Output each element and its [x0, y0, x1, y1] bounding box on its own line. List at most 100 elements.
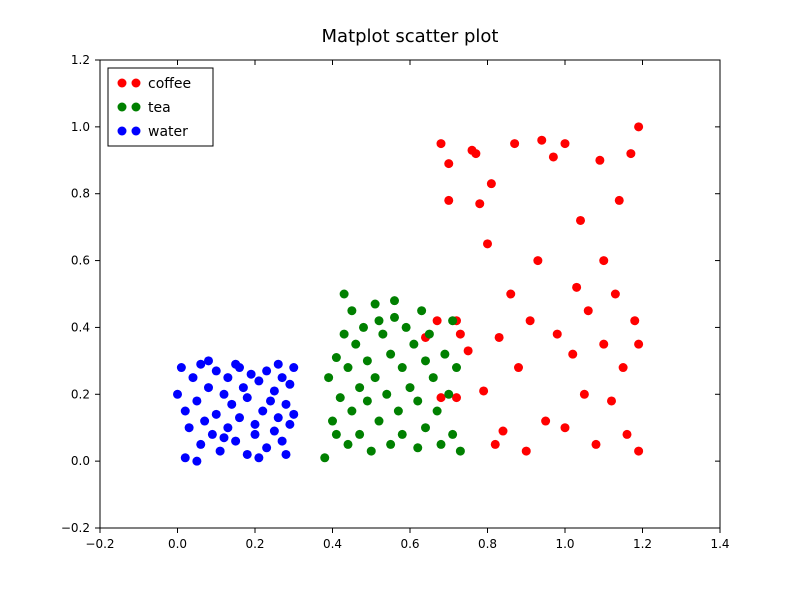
scatter-point-tea: [355, 383, 364, 392]
scatter-point-tea: [452, 363, 461, 372]
scatter-point-tea: [375, 316, 384, 325]
x-tick-label: 0.4: [323, 537, 342, 551]
scatter-point-water: [258, 407, 267, 416]
scatter-point-water: [266, 396, 275, 405]
scatter-point-tea: [371, 373, 380, 382]
scatter-point-coffee: [510, 139, 519, 148]
y-tick-label: 1.0: [71, 120, 90, 134]
scatter-point-water: [212, 410, 221, 419]
scatter-point-tea: [324, 373, 333, 382]
scatter-point-water: [181, 407, 190, 416]
scatter-point-water: [285, 420, 294, 429]
legend-marker-icon: [132, 127, 141, 136]
y-tick-label: 1.2: [71, 53, 90, 67]
scatter-point-water: [192, 457, 201, 466]
scatter-point-coffee: [619, 363, 628, 372]
scatter-point-water: [251, 420, 260, 429]
scatter-point-coffee: [479, 386, 488, 395]
x-tick-label: 0.8: [478, 537, 497, 551]
scatter-point-tea: [421, 423, 430, 432]
scatter-point-coffee: [491, 440, 500, 449]
x-tick-label: 1.0: [555, 537, 574, 551]
scatter-point-coffee: [595, 156, 604, 165]
scatter-point-coffee: [483, 239, 492, 248]
scatter-point-coffee: [611, 290, 620, 299]
scatter-point-water: [289, 363, 298, 372]
scatter-point-coffee: [437, 393, 446, 402]
legend-marker-icon: [118, 79, 127, 88]
scatter-point-tea: [347, 407, 356, 416]
scatter-point-coffee: [506, 290, 515, 299]
scatter-point-tea: [386, 350, 395, 359]
scatter-point-water: [262, 443, 271, 452]
scatter-point-coffee: [568, 350, 577, 359]
scatter-point-water: [270, 386, 279, 395]
scatter-point-water: [220, 390, 229, 399]
scatter-point-tea: [406, 383, 415, 392]
scatter-point-coffee: [592, 440, 601, 449]
scatter-point-tea: [421, 356, 430, 365]
scatter-point-water: [223, 423, 232, 432]
scatter-point-tea: [363, 396, 372, 405]
legend-label: coffee: [148, 76, 191, 92]
scatter-point-water: [204, 383, 213, 392]
scatter-point-water: [173, 390, 182, 399]
scatter-point-water: [204, 356, 213, 365]
y-tick-label: 0.6: [71, 254, 90, 268]
scatter-point-tea: [448, 430, 457, 439]
scatter-point-tea: [456, 447, 465, 456]
y-tick-label: 0.2: [71, 387, 90, 401]
scatter-point-tea: [367, 447, 376, 456]
scatter-point-tea: [371, 300, 380, 309]
scatter-point-water: [177, 363, 186, 372]
scatter-point-water: [274, 360, 283, 369]
scatter-point-tea: [347, 306, 356, 315]
scatter-point-coffee: [553, 330, 562, 339]
scatter-point-tea: [448, 316, 457, 325]
scatter-point-tea: [413, 396, 422, 405]
scatter-point-water: [235, 363, 244, 372]
scatter-point-water: [185, 423, 194, 432]
scatter-point-coffee: [599, 340, 608, 349]
scatter-point-water: [282, 450, 291, 459]
scatter-point-water: [181, 453, 190, 462]
scatter-point-tea: [378, 330, 387, 339]
scatter-point-water: [254, 453, 263, 462]
scatter-point-coffee: [514, 363, 523, 372]
scatter-point-tea: [351, 340, 360, 349]
scatter-point-coffee: [615, 196, 624, 205]
scatter-point-water: [192, 396, 201, 405]
scatter-point-coffee: [607, 396, 616, 405]
scatter-point-water: [247, 370, 256, 379]
scatter-point-coffee: [456, 330, 465, 339]
scatter-point-coffee: [471, 149, 480, 158]
scatter-point-coffee: [634, 122, 643, 131]
y-tick-label: 0.4: [71, 320, 90, 334]
x-tick-label: 0.2: [245, 537, 264, 551]
x-tick-label: 0.0: [168, 537, 187, 551]
scatter-point-tea: [332, 353, 341, 362]
x-tick-label: 0.6: [400, 537, 419, 551]
scatter-point-coffee: [464, 346, 473, 355]
scatter-plot: −0.20.00.20.40.60.81.01.21.4−0.20.00.20.…: [0, 0, 800, 600]
scatter-point-water: [223, 373, 232, 382]
scatter-point-tea: [363, 356, 372, 365]
scatter-point-coffee: [533, 256, 542, 265]
scatter-point-coffee: [537, 136, 546, 145]
scatter-point-water: [208, 430, 217, 439]
scatter-point-tea: [433, 407, 442, 416]
scatter-point-water: [212, 366, 221, 375]
scatter-point-coffee: [444, 196, 453, 205]
scatter-point-tea: [328, 417, 337, 426]
scatter-point-coffee: [626, 149, 635, 158]
scatter-point-coffee: [444, 159, 453, 168]
legend-label: water: [148, 124, 188, 140]
scatter-point-coffee: [433, 316, 442, 325]
scatter-point-coffee: [580, 390, 589, 399]
scatter-point-water: [262, 366, 271, 375]
scatter-point-tea: [375, 417, 384, 426]
scatter-point-coffee: [623, 430, 632, 439]
scatter-point-coffee: [522, 447, 531, 456]
scatter-point-tea: [440, 350, 449, 359]
scatter-point-coffee: [475, 199, 484, 208]
